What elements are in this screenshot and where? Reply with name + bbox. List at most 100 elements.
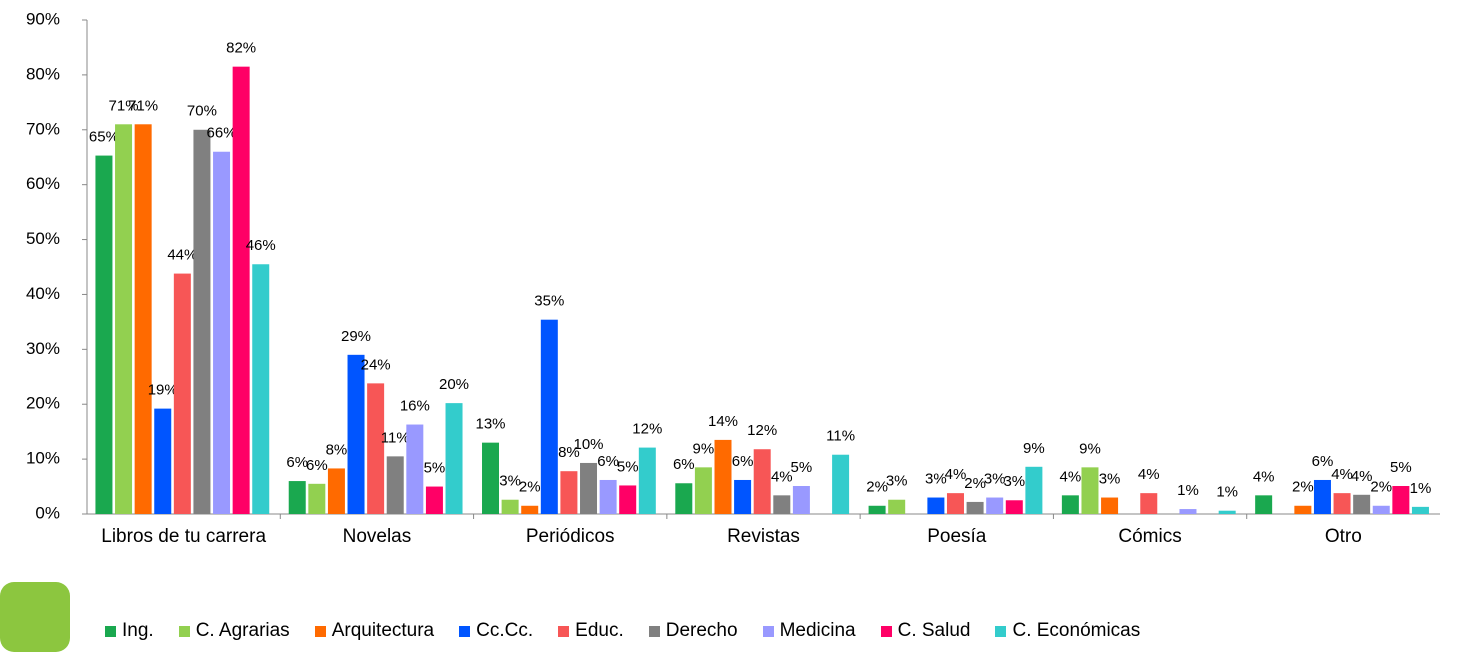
data-label: 6% <box>306 457 328 474</box>
legend-swatch <box>315 626 326 637</box>
legend-label: Ing. <box>122 620 154 642</box>
bar <box>233 67 250 514</box>
x-tick-label: Novelas <box>292 522 462 552</box>
bar <box>1334 493 1351 514</box>
bar <box>986 498 1003 514</box>
bar <box>600 480 617 514</box>
legend-label: Derecho <box>666 620 738 642</box>
bar <box>1140 493 1157 514</box>
data-label: 29% <box>341 328 371 345</box>
y-tick-label: 30% <box>26 339 60 358</box>
legend-item: Educ. <box>558 620 624 642</box>
bar <box>1081 467 1098 514</box>
data-label: 5% <box>424 460 446 477</box>
bar <box>927 498 944 514</box>
data-label: 70% <box>187 103 217 120</box>
data-label: 6% <box>673 456 695 473</box>
data-label: 3% <box>984 471 1006 488</box>
data-label: 2% <box>519 479 541 496</box>
y-tick-label: 60% <box>26 174 60 193</box>
chart: 0%10%20%30%40%50%60%70%80%90%65%71%71%19… <box>0 0 1459 652</box>
y-tick-label: 70% <box>26 119 60 138</box>
data-label: 12% <box>632 421 662 438</box>
data-label: 3% <box>925 471 947 488</box>
data-label: 4% <box>1331 466 1353 483</box>
bar <box>135 124 152 514</box>
bar <box>541 320 558 514</box>
data-label: 20% <box>439 376 469 393</box>
legend-label: C. Salud <box>898 620 971 642</box>
y-tick-label: 0% <box>35 503 60 522</box>
bar <box>869 506 886 514</box>
data-label: 9% <box>693 440 715 457</box>
bar <box>832 455 849 514</box>
legend-swatch <box>105 626 116 637</box>
bar <box>289 481 306 514</box>
data-label: 8% <box>326 441 348 458</box>
data-label: 4% <box>1138 466 1160 483</box>
data-label: 66% <box>207 125 237 142</box>
bar <box>426 487 443 514</box>
legend-item: Ing. <box>105 620 154 642</box>
data-label: 6% <box>1312 453 1334 470</box>
y-tick-label: 20% <box>26 394 60 413</box>
y-tick-label: 80% <box>26 64 60 83</box>
bar <box>580 463 597 514</box>
legend-item: C. Económicas <box>995 620 1140 642</box>
bar <box>1219 511 1236 514</box>
bar <box>1314 480 1331 514</box>
legend-item: Medicina <box>763 620 856 642</box>
bar <box>675 483 692 514</box>
data-label: 44% <box>167 247 197 264</box>
bar <box>406 425 423 514</box>
bar <box>560 471 577 514</box>
x-tick-label: Poesía <box>872 522 1042 552</box>
legend-swatch <box>558 626 569 637</box>
data-label: 3% <box>499 473 521 490</box>
legend-swatch <box>649 626 660 637</box>
data-label: 4% <box>945 466 967 483</box>
legend-item: Cc.Cc. <box>459 620 533 642</box>
legend-label: Arquitectura <box>332 620 434 642</box>
legend: Ing. C. Agrarias Arquitectura Cc.Cc. Educ. De… <box>105 620 1140 642</box>
data-label: 12% <box>747 422 777 439</box>
data-label: 65% <box>89 129 119 146</box>
x-tick-label: Libros de tu carrera <box>99 522 269 552</box>
legend-label: C. Agrarias <box>196 620 290 642</box>
bar <box>502 500 519 514</box>
bar <box>695 467 712 514</box>
bar <box>328 468 345 514</box>
legend-label: Cc.Cc. <box>476 620 533 642</box>
data-label: 19% <box>148 382 178 399</box>
data-label: 4% <box>1253 468 1275 485</box>
data-label: 13% <box>475 416 505 433</box>
legend-label: C. Económicas <box>1012 620 1140 642</box>
y-tick-label: 90% <box>26 9 60 28</box>
data-label: 2% <box>1292 479 1314 496</box>
data-label: 3% <box>1003 473 1025 490</box>
data-label: 9% <box>1023 440 1045 457</box>
bar <box>1006 500 1023 514</box>
bar <box>1255 495 1272 514</box>
bar <box>734 480 751 514</box>
data-label: 5% <box>617 458 639 475</box>
data-label: 16% <box>400 397 430 414</box>
bar <box>947 493 964 514</box>
bar <box>115 124 132 514</box>
y-tick-label: 50% <box>26 229 60 248</box>
data-label: 1% <box>1410 480 1432 497</box>
bar <box>154 409 171 514</box>
data-label: 24% <box>361 356 391 373</box>
y-tick-label: 10% <box>26 449 60 468</box>
bar <box>888 500 905 514</box>
data-label: 6% <box>286 454 308 471</box>
bar <box>387 456 404 514</box>
bar <box>1373 506 1390 514</box>
legend-item: C. Agrarias <box>179 620 290 642</box>
data-label: 1% <box>1216 484 1238 501</box>
data-label: 46% <box>246 237 276 254</box>
data-label: 4% <box>1351 468 1373 485</box>
legend-swatch <box>763 626 774 637</box>
data-label: 3% <box>1099 471 1121 488</box>
legend-swatch <box>459 626 470 637</box>
